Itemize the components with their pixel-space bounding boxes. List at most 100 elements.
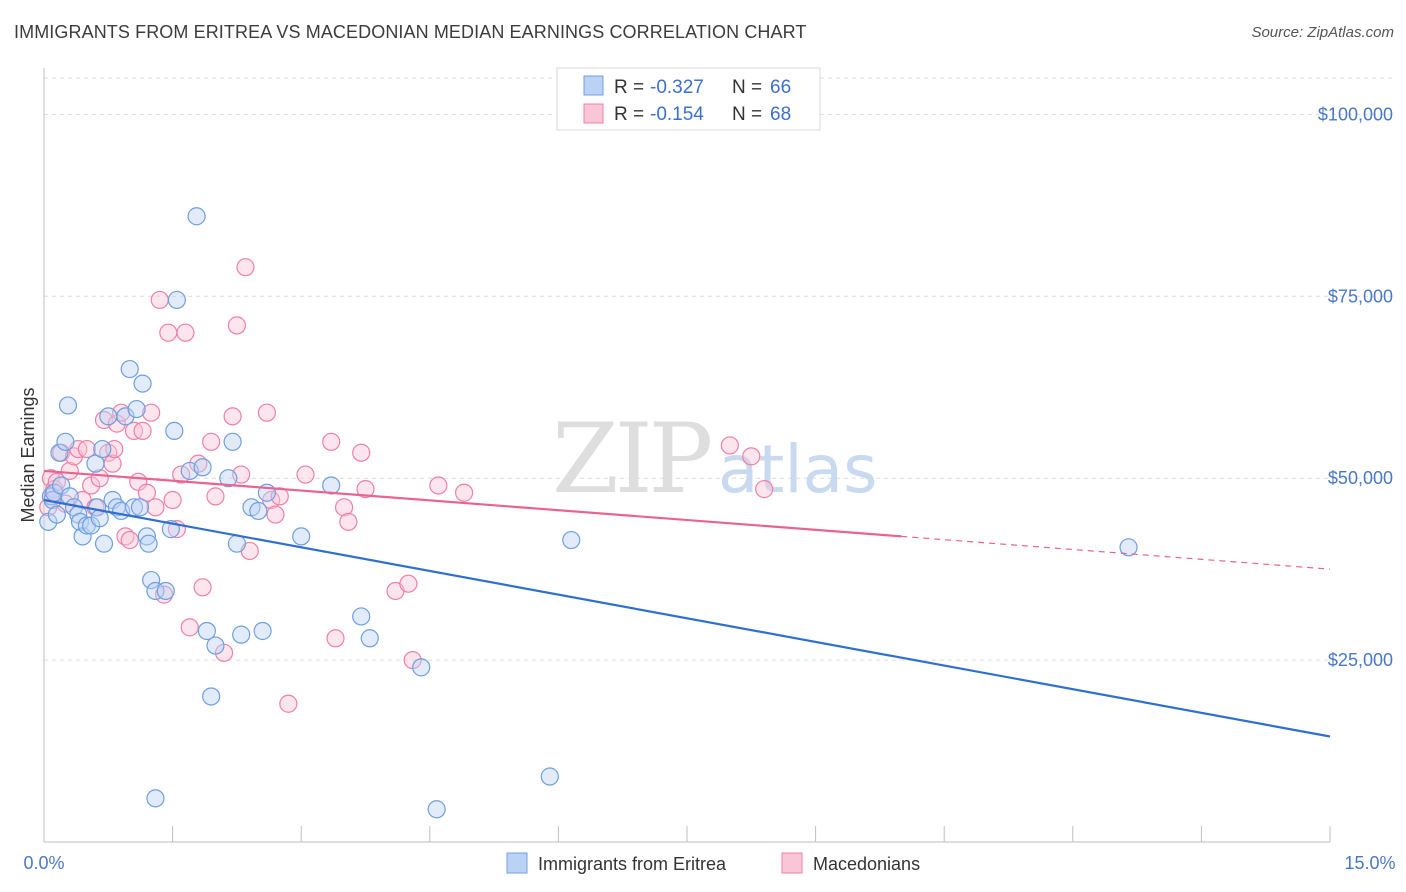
point-eritrea	[93, 439, 112, 459]
point-macedonians	[454, 483, 474, 502]
point-eritrea	[133, 374, 152, 393]
trend-line-macedonians	[43, 469, 902, 538]
point-macedonians	[236, 258, 255, 277]
legend-r-label-1: R =	[614, 77, 644, 98]
bottom-legend-label-macedonians: Macedonians	[813, 854, 920, 874]
point-eritrea	[232, 625, 251, 644]
legend-swatch-pink	[583, 103, 604, 124]
point-macedonians	[356, 480, 375, 499]
point-macedonians	[206, 487, 225, 506]
point-macedonians	[279, 694, 298, 713]
point-eritrea	[187, 207, 206, 226]
point-macedonians	[133, 421, 152, 440]
point-eritrea	[1119, 538, 1138, 557]
gridlines	[44, 77, 1392, 661]
legend-r-value-2: -0.154	[650, 104, 704, 125]
legend-n-value-1: 66	[770, 77, 791, 98]
point-eritrea	[253, 621, 272, 641]
x-ticks	[43, 826, 1331, 842]
point-eritrea	[146, 581, 165, 601]
y-tick-labels: $25,000 $50,000 $75,000 $100,000	[1318, 104, 1393, 670]
point-eritrea	[165, 421, 184, 440]
point-macedonians	[352, 443, 371, 462]
point-macedonians	[77, 439, 96, 459]
point-eritrea	[139, 534, 158, 553]
point-eritrea	[142, 570, 161, 590]
point-eritrea	[292, 527, 311, 546]
source-label: Source: ZipAtlas.com	[1251, 24, 1394, 41]
point-eritrea	[427, 800, 446, 819]
point-eritrea	[206, 636, 225, 655]
point-eritrea	[120, 359, 139, 379]
bottom-legend-swatch-macedonians	[781, 852, 803, 874]
point-eritrea	[219, 469, 238, 488]
bottom-legend: Immigrants from Eritrea Macedonians	[506, 852, 920, 874]
legend-n-label-1: N =	[732, 77, 762, 98]
point-macedonians	[326, 629, 345, 648]
point-macedonians	[137, 483, 156, 502]
point-macedonians	[150, 290, 169, 310]
point-macedonians	[176, 323, 195, 342]
point-macedonians	[163, 490, 182, 510]
point-macedonians	[159, 323, 178, 342]
point-macedonians	[193, 578, 212, 597]
point-eritrea	[202, 687, 221, 706]
point-eritrea	[249, 501, 268, 521]
point-eritrea	[50, 443, 69, 462]
point-macedonians	[257, 403, 277, 422]
point-macedonians	[339, 512, 358, 531]
trend-lines	[43, 469, 1331, 738]
trend-line-eritrea	[43, 498, 1331, 738]
point-eritrea	[116, 407, 135, 426]
series-macedonians	[39, 258, 774, 713]
point-eritrea	[137, 527, 156, 546]
trend-line-macedonians-extension	[901, 535, 1331, 570]
point-macedonians	[720, 436, 739, 455]
point-eritrea	[156, 581, 175, 601]
point-macedonians	[142, 403, 161, 422]
point-macedonians	[322, 432, 341, 451]
point-eritrea	[167, 290, 186, 310]
point-macedonians	[429, 476, 448, 495]
point-macedonians	[399, 574, 418, 593]
point-macedonians	[742, 447, 761, 466]
point-eritrea	[540, 767, 559, 786]
x-tick-label-end: 15.0%	[1344, 853, 1395, 873]
chart-title: IMMIGRANTS FROM ERITREA VS MACEDONIAN ME…	[14, 22, 807, 42]
point-eritrea	[86, 454, 105, 473]
point-macedonians	[227, 316, 246, 335]
point-macedonians	[120, 530, 139, 550]
point-eritrea	[130, 498, 150, 517]
point-eritrea	[412, 658, 431, 677]
x-tick-label-start: 0.0%	[23, 853, 64, 873]
point-macedonians	[180, 618, 199, 637]
y-tick-label-25000: $25,000	[1328, 650, 1393, 670]
point-eritrea	[56, 432, 75, 451]
y-tick-label-100000: $100,000	[1318, 104, 1393, 124]
point-macedonians	[60, 461, 79, 481]
point-eritrea	[223, 432, 242, 451]
point-eritrea	[127, 399, 146, 419]
y-tick-label-50000: $50,000	[1328, 468, 1393, 488]
watermark-atlas: atlas	[718, 431, 878, 508]
legend-n-value-2: 68	[770, 104, 791, 125]
top-legend: R = -0.327 N = 66 R = -0.154 N = 68	[556, 67, 821, 131]
point-eritrea	[322, 476, 341, 495]
legend-r-value-1: -0.327	[650, 77, 704, 98]
legend-n-label-2: N =	[732, 104, 762, 125]
point-eritrea	[227, 534, 246, 553]
point-macedonians	[223, 407, 242, 426]
point-eritrea	[99, 407, 118, 426]
point-macedonians	[266, 505, 285, 524]
point-eritrea	[197, 621, 216, 641]
point-eritrea	[193, 458, 212, 477]
point-eritrea	[360, 629, 379, 648]
point-macedonians	[296, 465, 315, 484]
legend-swatch-blue	[583, 75, 604, 96]
point-eritrea	[94, 534, 114, 553]
point-eritrea	[58, 396, 78, 415]
point-macedonians	[334, 498, 354, 517]
y-tick-label-75000: $75,000	[1328, 286, 1393, 306]
y-axis-title: Median Earnings	[18, 387, 38, 522]
